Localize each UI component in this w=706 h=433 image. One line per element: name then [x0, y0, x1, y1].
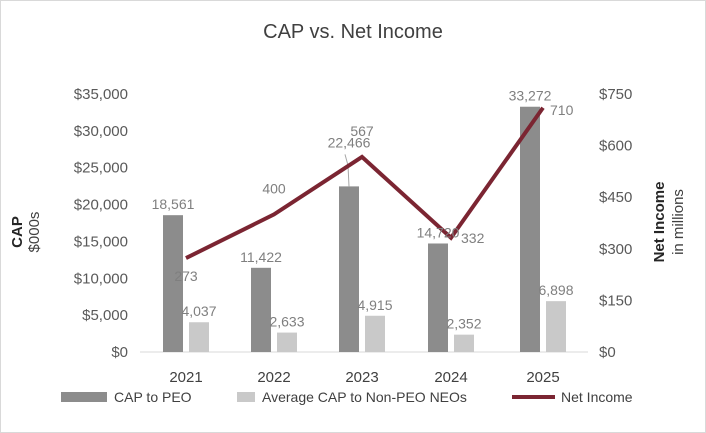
left-tick-label: $25,000 — [74, 160, 128, 177]
category-label: 2021 — [169, 369, 202, 386]
left-axis-title-main: CAP — [9, 216, 26, 248]
legend-swatch-average-cap — [237, 392, 255, 402]
data-labels: 18,561 4,037 11,422 2,633 22,466 4,915 14,720 2… — [152, 88, 574, 332]
left-tick-label: $30,000 — [74, 123, 128, 140]
bar-average-cap — [454, 334, 474, 352]
data-label-net-income: 332 — [461, 230, 485, 246]
right-axis-title: Net Income in millions — [651, 182, 687, 263]
bar-cap-to-peo — [251, 267, 271, 352]
data-label-average-cap: 2,352 — [446, 316, 481, 332]
right-tick-label: $450 — [599, 189, 632, 206]
category-label: 2023 — [345, 369, 378, 386]
data-label-net-income: 400 — [262, 180, 286, 196]
right-tick-label: $600 — [599, 138, 632, 155]
left-tick-label: $10,000 — [74, 270, 128, 287]
data-label-average-cap: 2,633 — [269, 314, 304, 330]
data-label-average-cap: 4,037 — [181, 303, 216, 319]
legend: CAP to PEO Average CAP to Non-PEO NEOs N… — [61, 389, 633, 405]
left-tick-label: $35,000 — [74, 86, 128, 103]
right-axis-title-main: Net Income — [651, 182, 668, 263]
left-tick-label: $5,000 — [82, 307, 128, 324]
data-label-net-income: 710 — [550, 102, 574, 118]
left-axis-title: CAP $000s — [9, 212, 43, 253]
data-label-net-income: 567 — [350, 123, 374, 139]
left-tick-label: $0 — [111, 344, 128, 361]
bar-cap-to-peo — [428, 243, 448, 352]
left-tick-label: $20,000 — [74, 197, 128, 214]
data-label-average-cap: 6,898 — [538, 282, 573, 298]
category-labels: 2021 2022 2023 2024 2025 — [169, 369, 559, 386]
net-income-line — [185, 106, 545, 260]
left-axis-ticks: $0 $5,000 $10,000 $15,000 $20,000 $25,000 $30,… — [74, 86, 128, 361]
bar-average-cap — [189, 322, 209, 352]
right-axis-ticks: $0 $150 $300 $450 $600 $750 — [599, 86, 632, 361]
right-tick-label: $750 — [599, 86, 632, 103]
net-income-line-path — [185, 106, 545, 260]
bar-average-cap — [277, 332, 297, 352]
bar-average-cap — [546, 301, 566, 352]
data-label-cap-to-peo: 18,561 — [152, 196, 195, 212]
data-label-cap-to-peo: 14,720 — [417, 224, 460, 240]
data-label-cap-to-peo: 22,466 — [328, 134, 371, 150]
bar-average-cap — [365, 315, 385, 352]
bar-cap-to-peo — [520, 106, 540, 353]
chart-title: CAP vs. Net Income — [263, 21, 443, 43]
category-label: 2025 — [526, 369, 559, 386]
right-axis-title-unit: in millions — [670, 189, 687, 255]
left-tick-label: $15,000 — [74, 233, 128, 250]
bar-cap-to-peo — [163, 215, 183, 352]
left-axis-title-unit: $000s — [26, 212, 43, 253]
legend-label-average-cap: Average CAP to Non-PEO NEOs — [262, 389, 467, 405]
data-label-cap-to-peo: 33,272 — [509, 88, 552, 104]
right-tick-label: $0 — [599, 344, 616, 361]
right-tick-label: $150 — [599, 292, 632, 309]
category-label: 2024 — [434, 369, 467, 386]
leader-line — [344, 154, 350, 187]
legend-swatch-cap-to-peo — [61, 392, 107, 402]
category-label: 2022 — [257, 369, 290, 386]
bars — [163, 106, 566, 353]
data-label-average-cap: 4,915 — [357, 297, 392, 313]
right-tick-label: $300 — [599, 241, 632, 258]
legend-label-cap-to-peo: CAP to PEO — [114, 389, 192, 405]
data-label-net-income: 273 — [174, 268, 198, 284]
data-label-cap-to-peo: 11,422 — [240, 249, 282, 265]
label-leader-lines — [344, 154, 350, 187]
legend-label-net-income: Net Income — [561, 389, 633, 405]
bar-cap-to-peo — [339, 186, 359, 352]
